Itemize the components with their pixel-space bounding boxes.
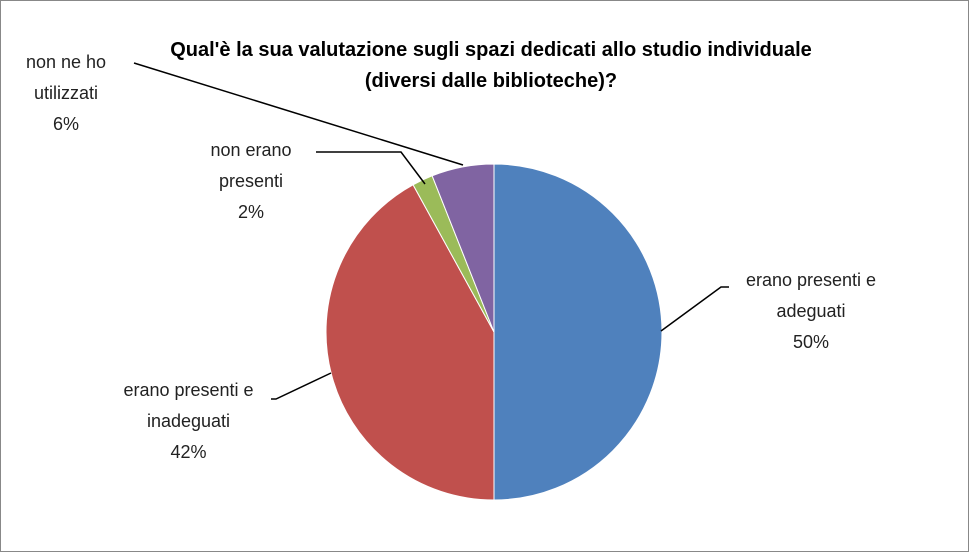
value-label: 42% [170, 442, 207, 462]
category-label: erano presenti e inadeguati [123, 380, 254, 431]
value-label: 6% [52, 114, 79, 134]
leader-line [271, 372, 332, 400]
pie-slice [431, 163, 495, 333]
slice-label: erano presenti e inadeguati 42% [96, 375, 281, 468]
pie-slice [493, 163, 663, 501]
leader-line [660, 286, 729, 332]
slice-label: non ne ho utilizzati 6% [6, 47, 126, 140]
value-label: 50% [792, 332, 830, 352]
chart-title: Qual'è la sua valutazione sugli spazi de… [170, 39, 812, 92]
category-label: non ne ho utilizzati [25, 52, 107, 103]
leader-line [133, 62, 464, 166]
value-label: 2% [237, 202, 264, 222]
pie-slice [325, 184, 495, 501]
category-label: non erano presenti [210, 140, 292, 191]
leader-line [316, 151, 426, 185]
category-label: erano presenti e adeguati [745, 270, 877, 321]
slice-label: erano presenti e adeguati 50% [716, 265, 906, 358]
slice-label: non erano presenti 2% [181, 135, 321, 228]
leader-lines [133, 62, 729, 400]
